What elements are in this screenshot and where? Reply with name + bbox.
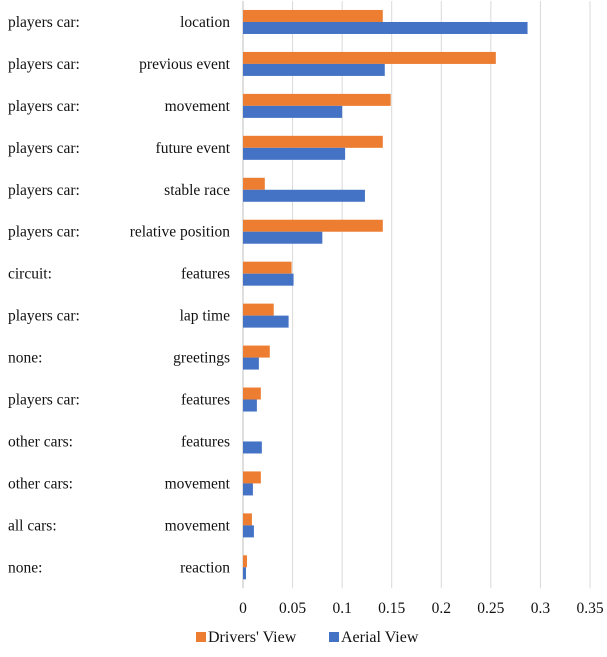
category-group-label: none:	[8, 350, 42, 367]
category-group-label: circuit:	[8, 266, 52, 283]
bar-aerial-view	[243, 399, 257, 412]
category-group-label: players car:	[8, 182, 80, 199]
bar-aerial-view	[243, 441, 262, 454]
legend-swatch-aerial-view	[329, 632, 339, 642]
bar-drivers-view	[243, 219, 383, 232]
category-label: reaction	[180, 559, 230, 576]
bar-aerial-view	[243, 273, 294, 286]
bar-aerial-view	[243, 315, 289, 328]
category-group-label: players car:	[8, 56, 80, 73]
bar-aerial-view	[243, 147, 346, 160]
x-tick-label: 0.3	[531, 600, 551, 617]
bar-drivers-view	[243, 345, 270, 358]
bar-aerial-view	[243, 63, 385, 76]
bar-drivers-view	[243, 513, 252, 526]
category-labels: players car: location players car: previous…	[8, 14, 231, 576]
category-label: features	[181, 433, 230, 450]
gridlines	[242, 1, 591, 589]
bar-aerial-view	[243, 231, 323, 244]
category-label: lap time	[180, 308, 230, 325]
x-axis: 0 0.05 0.1 0.15 0.2 0.25 0.3 0.35	[239, 600, 604, 617]
x-tick-label: 0.15	[378, 600, 405, 617]
x-tick-label: 0.2	[432, 600, 451, 617]
category-group-label: players car:	[8, 140, 80, 157]
category-group-label: other cars:	[8, 475, 73, 492]
bar-aerial-view	[243, 357, 259, 370]
category-group-label: players car:	[8, 14, 80, 31]
category-group-label: players car:	[8, 308, 80, 325]
bar-drivers-view	[243, 303, 274, 316]
category-label: previous event	[139, 56, 231, 73]
category-label: movement	[165, 98, 231, 115]
category-label: future event	[156, 140, 231, 157]
x-tick-label: 0.1	[332, 600, 351, 617]
bar-aerial-view	[243, 525, 254, 538]
bar-drivers-view	[243, 387, 261, 400]
legend-label-drivers-view: Drivers' View	[208, 629, 297, 646]
legend: Drivers' View Aerial View	[196, 629, 419, 646]
x-tick-label: 0.05	[279, 600, 306, 617]
category-group-label: none:	[8, 559, 42, 576]
bar-drivers-view	[243, 51, 496, 64]
bar-drivers-view	[243, 177, 265, 190]
category-group-label: other cars:	[8, 433, 73, 450]
category-label: relative position	[130, 224, 231, 241]
category-label: greetings	[173, 350, 230, 367]
category-label: movement	[165, 475, 231, 492]
bar-drivers-view	[243, 93, 391, 106]
category-group-label: players car:	[8, 392, 80, 409]
bar-aerial-view	[243, 21, 528, 34]
x-tick-label: 0	[239, 600, 247, 617]
x-tick-label: 0.35	[576, 600, 603, 617]
category-label: features	[181, 392, 230, 409]
category-label: movement	[165, 517, 231, 534]
category-label: stable race	[164, 182, 230, 199]
bar-drivers-view	[243, 135, 383, 148]
bar-drivers-view	[243, 471, 261, 484]
legend-label-aerial-view: Aerial View	[341, 629, 419, 646]
bars	[243, 9, 528, 580]
legend-swatch-drivers-view	[196, 632, 206, 642]
bar-aerial-view	[243, 189, 365, 202]
category-label: location	[180, 14, 230, 31]
bar-aerial-view	[243, 567, 246, 580]
category-group-label: players car:	[8, 98, 80, 115]
category-label: features	[181, 266, 230, 283]
category-group-label: all cars:	[8, 517, 57, 534]
bar-drivers-view	[243, 555, 247, 568]
bar-drivers-view	[243, 261, 292, 274]
bar-drivers-view	[243, 9, 383, 22]
category-group-label: players car:	[8, 224, 80, 241]
x-tick-label: 0.25	[477, 600, 504, 617]
bar-aerial-view	[243, 483, 253, 496]
bar-aerial-view	[243, 105, 343, 118]
